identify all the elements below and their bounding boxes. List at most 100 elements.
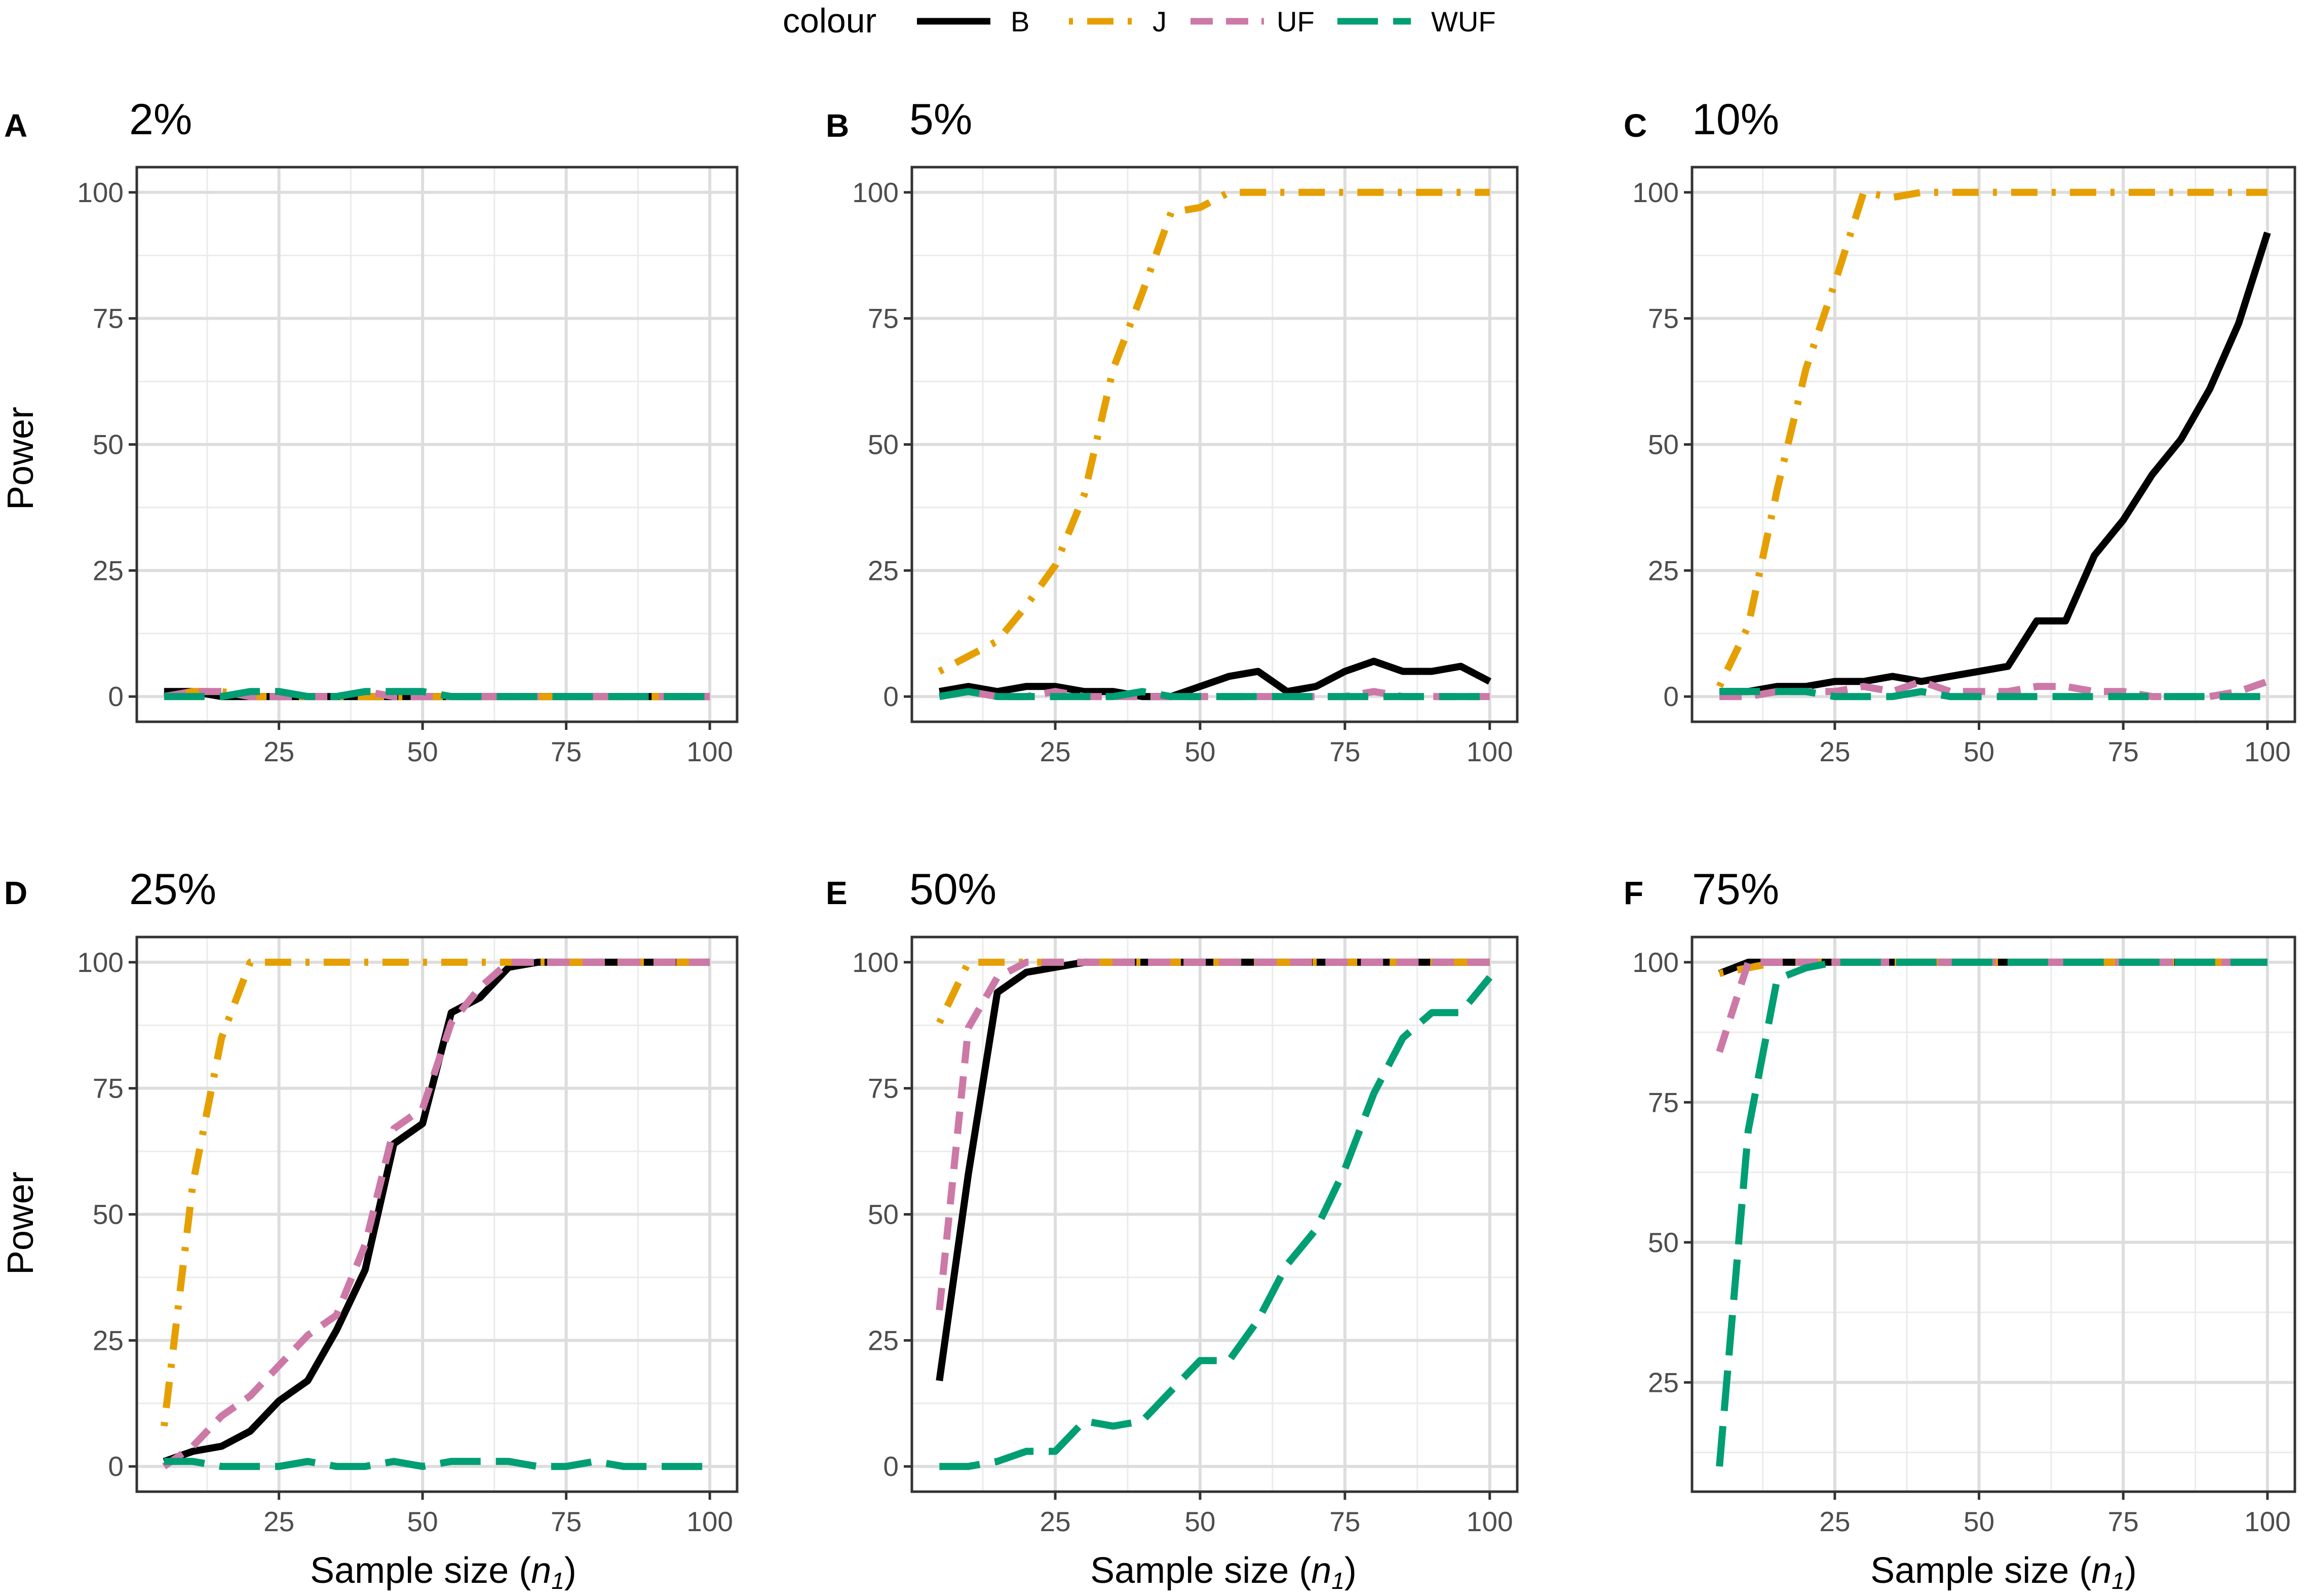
x-axis-title-f-close: ) bbox=[2125, 1550, 2137, 1591]
panel-f-series-wuf bbox=[1716, 958, 2268, 1467]
panel-c-title: 10% bbox=[1692, 95, 1779, 144]
panel-a-y-tick-label: 0 bbox=[108, 681, 124, 712]
panel-e-y-tick-label: 75 bbox=[868, 1073, 899, 1104]
panel-b-x-tick-label: 75 bbox=[1329, 736, 1360, 767]
panel-c-x-tick-label: 25 bbox=[1819, 736, 1850, 767]
x-axis-title-f: Sample size (n1) bbox=[1870, 1550, 2137, 1594]
panel-b-y-tick-label: 75 bbox=[868, 303, 899, 334]
panel-b-plot: 0 25 50 75 100 25 50 75 100 bbox=[852, 166, 1519, 767]
panel-a-y-tick-label: 50 bbox=[93, 429, 124, 460]
x-axis-title-d-var: n bbox=[531, 1550, 551, 1591]
panel-c-plot: 0 25 50 75 100 25 50 75 100 bbox=[1632, 166, 2296, 767]
panel-f-y-tick-label: 100 bbox=[1632, 947, 1679, 978]
panel-f-x-tick-label: 100 bbox=[2244, 1506, 2291, 1537]
panel-d-plot: 0 25 50 75 100 25 50 75 100 bbox=[77, 936, 739, 1537]
panel-b-series-wuf bbox=[939, 688, 1490, 700]
panel-a-x-tick-label: 25 bbox=[263, 736, 294, 767]
y-axis-title-bottom: Power bbox=[1, 1172, 41, 1275]
panel-b-x-tick-label: 100 bbox=[1467, 736, 1513, 767]
panel-e-x-tick-label: 75 bbox=[1329, 1506, 1360, 1537]
x-axis-title-e-sub: 1 bbox=[1331, 1568, 1344, 1594]
panel-e-series-uf bbox=[936, 958, 1490, 1311]
panel-f-series-uf bbox=[1716, 958, 2268, 1053]
panel-e-x-tick-label: 100 bbox=[1467, 1506, 1513, 1537]
panel-b-x-tick-label: 25 bbox=[1040, 736, 1070, 767]
panel-b-tag: B bbox=[826, 107, 849, 144]
panel-d-x-tick-label: 25 bbox=[263, 1506, 294, 1537]
panel-e-plot: 0 25 50 75 100 25 50 75 100 bbox=[852, 936, 1519, 1537]
panel-a-y-tick-label: 100 bbox=[77, 177, 124, 208]
panel-e-y-tick-label: 50 bbox=[868, 1199, 899, 1230]
panel-c-y-tick-label: 50 bbox=[1648, 429, 1679, 460]
panel-c-tag: C bbox=[1624, 107, 1647, 144]
panel-e-y-tick-label: 0 bbox=[883, 1451, 899, 1482]
panel-e-series-wuf bbox=[939, 975, 1493, 1470]
panel-b-y-tick-label: 25 bbox=[868, 555, 899, 586]
panel-f-y-tick-label: 25 bbox=[1648, 1367, 1679, 1398]
panel-c-x-tick-label: 75 bbox=[2108, 736, 2139, 767]
panel-d-title: 25% bbox=[129, 865, 216, 914]
panel-c-x-tick-label: 100 bbox=[2244, 736, 2291, 767]
panel-e-y-tick-label: 100 bbox=[852, 947, 899, 978]
panel-b-series-j bbox=[938, 188, 1490, 675]
legend-label-uf: UF bbox=[1277, 6, 1315, 37]
panel-a-series-uf bbox=[163, 688, 710, 700]
panel-a-tag: A bbox=[4, 107, 27, 144]
panel-b-y-tick-label: 100 bbox=[852, 177, 899, 208]
panel-a-y-tick-label: 25 bbox=[93, 555, 124, 586]
x-axis-title-e-close: ) bbox=[1344, 1550, 1357, 1591]
panel-b-x-tick-label: 50 bbox=[1184, 736, 1215, 767]
x-axis-title-e: Sample size (n1) bbox=[1090, 1550, 1357, 1594]
panel-e-y-tick-label: 25 bbox=[868, 1325, 899, 1356]
panel-e-x-tick-label: 50 bbox=[1184, 1506, 1215, 1537]
legend-label-wuf: WUF bbox=[1431, 6, 1496, 37]
x-axis-title-d-sub: 1 bbox=[551, 1568, 564, 1594]
panel-c-y-tick-label: 25 bbox=[1648, 555, 1679, 586]
panel-b-y-tick-label: 0 bbox=[883, 681, 899, 712]
panel-f-x-tick-label: 50 bbox=[1964, 1506, 1994, 1537]
panel-a-plot: 0 25 50 75 100 25 50 75 100 bbox=[77, 166, 739, 767]
panel-d-y-tick-label: 25 bbox=[93, 1325, 124, 1356]
x-axis-title-d-close: ) bbox=[564, 1550, 577, 1591]
panels: 0 25 50 75 100 25 50 75 100 0 25 50 75 100 25 50 75 100 0 2… bbox=[77, 166, 2296, 1537]
x-axis-title-f-text: Sample size ( bbox=[1870, 1550, 2091, 1591]
x-axis-title-d: Sample size (n1) bbox=[310, 1550, 577, 1594]
panel-a-x-tick-label: 50 bbox=[407, 736, 438, 767]
panel-e-x-tick-label: 25 bbox=[1040, 1506, 1070, 1537]
panel-e-tag: E bbox=[826, 875, 848, 911]
panel-d-y-tick-label: 0 bbox=[108, 1451, 124, 1482]
panel-f-y-tick-label: 50 bbox=[1648, 1227, 1679, 1258]
x-axis-title-d-text: Sample size ( bbox=[310, 1550, 531, 1591]
panel-c-series-wuf bbox=[1719, 688, 2268, 700]
panel-d-series-wuf bbox=[164, 1458, 710, 1470]
panel-d-series-uf bbox=[162, 958, 710, 1469]
panel-d-y-tick-label: 100 bbox=[77, 947, 124, 978]
panel-f-tag: F bbox=[1624, 875, 1643, 911]
panel-f-x-tick-label: 25 bbox=[1819, 1506, 1850, 1537]
panel-a-series-wuf bbox=[164, 688, 710, 700]
legend: colour B J UF WUF bbox=[783, 2, 1496, 40]
panel-b-title: 5% bbox=[909, 95, 972, 144]
panel-c-series-b bbox=[1719, 231, 2271, 695]
panel-c-y-tick-label: 0 bbox=[1663, 681, 1679, 712]
legend-label-j: J bbox=[1152, 6, 1167, 37]
panel-a-title: 2% bbox=[129, 95, 192, 144]
panel-f-title: 75% bbox=[1692, 865, 1779, 914]
panel-d-tag: D bbox=[4, 875, 27, 911]
panel-f-background bbox=[1692, 937, 2295, 1492]
x-axis-title-f-sub: 1 bbox=[2111, 1568, 2125, 1594]
panel-f-y-tick-label: 75 bbox=[1648, 1086, 1679, 1118]
panel-d-x-tick-label: 75 bbox=[551, 1506, 582, 1537]
y-axis-title-top: Power bbox=[1, 407, 41, 510]
panel-d-y-tick-label: 50 bbox=[93, 1199, 124, 1230]
panel-d-x-tick-label: 100 bbox=[686, 1506, 733, 1537]
panel-c-y-tick-label: 75 bbox=[1648, 303, 1679, 334]
legend-label-b: B bbox=[1011, 6, 1029, 37]
panel-b-series-b bbox=[939, 657, 1491, 700]
panel-f-plot: 25 50 75 100 25 50 75 100 bbox=[1632, 936, 2296, 1537]
panel-c-x-tick-label: 50 bbox=[1964, 736, 1994, 767]
panel-b-y-tick-label: 50 bbox=[868, 429, 899, 460]
panel-a-x-tick-label: 100 bbox=[686, 736, 733, 767]
panel-c-y-tick-label: 100 bbox=[1632, 177, 1679, 208]
